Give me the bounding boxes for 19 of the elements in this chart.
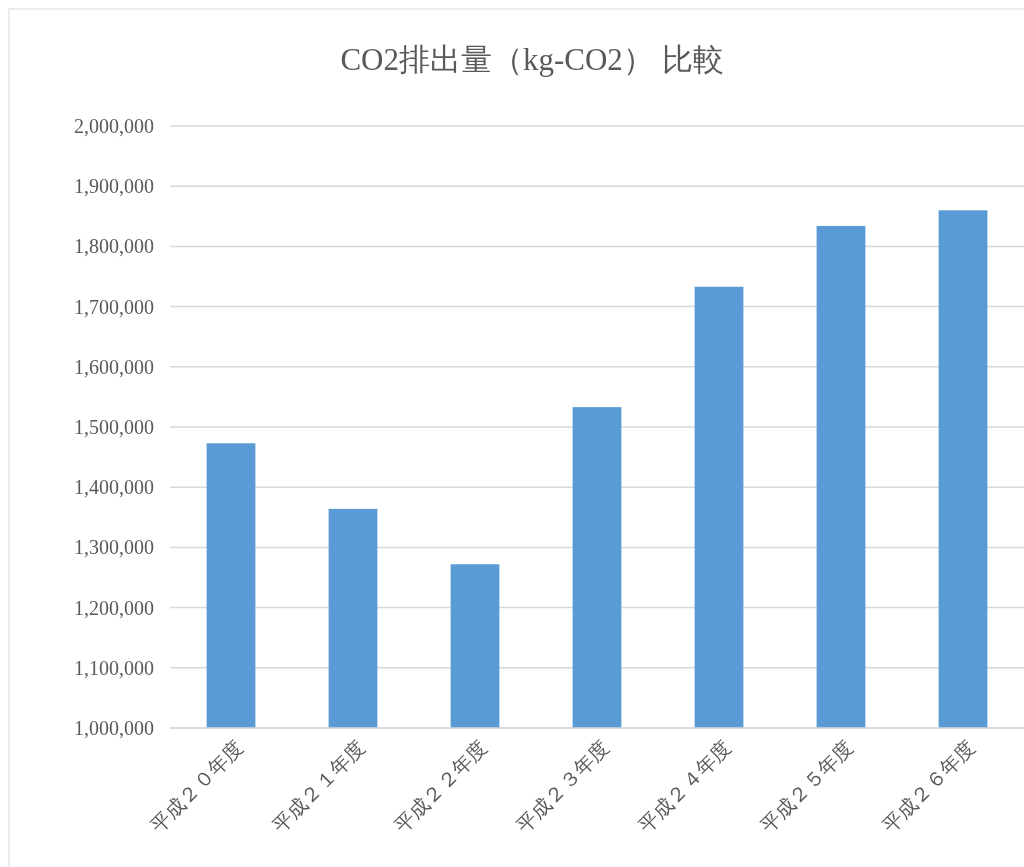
y-tick-label: 1,300,000	[74, 536, 154, 559]
y-tick-label: 1,400,000	[74, 476, 154, 499]
y-tick-label: 1,900,000	[74, 175, 154, 198]
y-tick-label: 1,800,000	[74, 235, 154, 258]
y-tick-label: 1,600,000	[74, 355, 154, 378]
y-tick-label: 1,000,000	[74, 717, 154, 739]
x-tick-label: 平成２３年度	[512, 736, 613, 837]
y-tick-label: 1,100,000	[74, 656, 154, 679]
y-tick-label: 1,200,000	[74, 596, 154, 619]
x-tick-label: 平成２０年度	[146, 736, 247, 837]
y-tick-label: 1,700,000	[74, 295, 154, 318]
y-tick-label: 1,500,000	[74, 416, 154, 438]
x-tick-label: 平成２５年度	[756, 736, 857, 837]
x-tick-label: 平成２１年度	[268, 736, 369, 837]
x-tick-label: 平成２４年度	[634, 736, 735, 837]
y-tick-label: 2,000,000	[74, 115, 154, 137]
x-tick-label: 平成２６年度	[878, 736, 979, 837]
x-tick-label: 平成２２年度	[390, 736, 491, 837]
chart-title: CO2排出量（kg-CO2） 比較	[340, 42, 724, 77]
